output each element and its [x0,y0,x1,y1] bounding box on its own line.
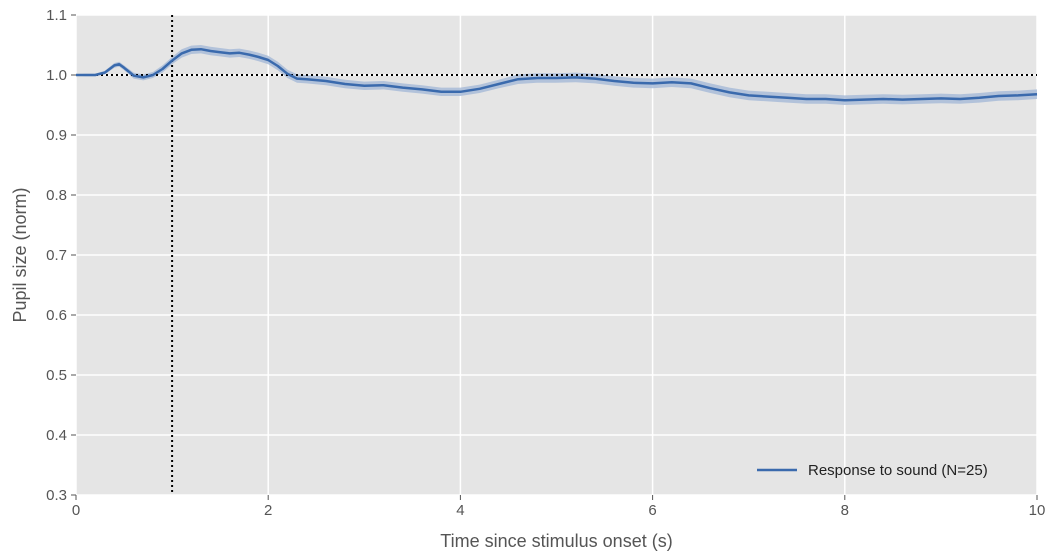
x-tick-label: 4 [456,502,464,519]
x-tick-label: 8 [841,502,849,519]
x-tick-label: 2 [264,502,272,519]
x-axis-label: Time since stimulus onset (s) [440,531,672,551]
axis-ticks: 0 2 4 6 8 10 0.3 0.4 0.5 0.6 0.7 0.8 0.9 1.0 1.1 [46,7,1045,519]
y-tick-label: 0.9 [46,127,67,144]
y-tick-label: 1.1 [46,7,67,24]
y-tick-label: 0.8 [46,187,67,204]
reference-lines [76,15,1037,495]
y-axis-label: Pupil size (norm) [10,187,30,322]
y-tick-label: 0.3 [46,487,67,504]
series-line [76,47,1038,102]
y-tick-label: 1.0 [46,67,67,84]
legend-label: Response to sound (N=25) [808,462,988,479]
x-tick-label: 0 [72,502,80,519]
legend: Response to sound (N=25) [757,462,988,479]
y-tick-label: 0.5 [46,367,67,384]
y-tick-label: 0.7 [46,247,67,264]
series-lines [76,47,1038,102]
x-tick-label: 6 [648,502,656,519]
y-tick-label: 0.4 [46,427,67,444]
y-tick-label: 0.6 [46,307,67,324]
x-tick-label: 10 [1029,502,1046,519]
